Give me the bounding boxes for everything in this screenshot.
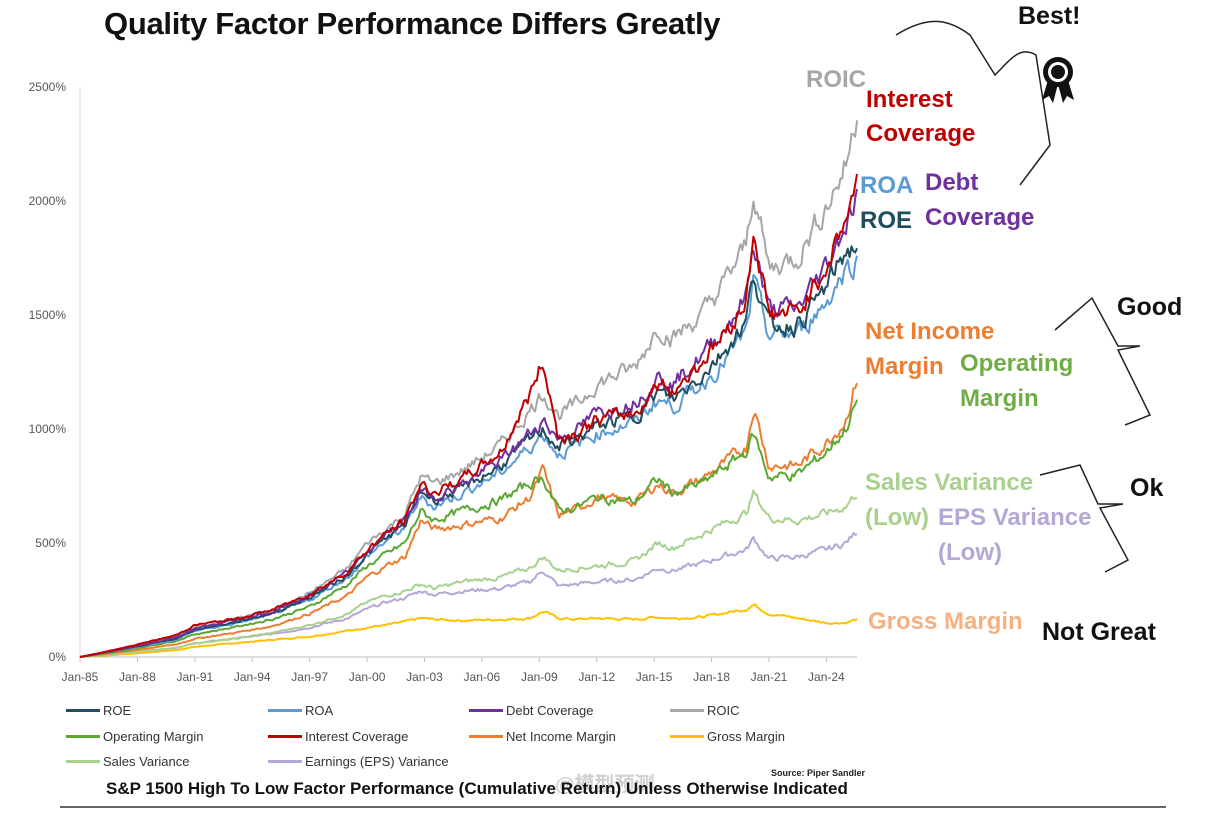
- y-tick-label: 0%: [49, 650, 67, 664]
- label-debt-coverage-1: Debt: [925, 166, 978, 200]
- x-tick-label: Jan-91: [176, 670, 213, 684]
- legend-label: Net Income Margin: [506, 729, 616, 744]
- legend-item: Interest Coverage: [268, 729, 408, 744]
- label-operating-margin-2: Margin: [960, 382, 1039, 416]
- y-tick-label: 2500%: [29, 80, 67, 94]
- x-tick-label: Jan-21: [751, 670, 788, 684]
- category-good: Good: [1117, 293, 1182, 322]
- series-line-roe: [80, 246, 857, 657]
- series-line-roic: [80, 120, 857, 657]
- legend-label: Interest Coverage: [305, 729, 408, 744]
- legend-label: Sales Variance: [103, 754, 189, 769]
- x-tick-label: Jan-09: [521, 670, 558, 684]
- source-note: Source: Piper Sandler: [771, 768, 865, 778]
- legend-item: Net Income Margin: [469, 729, 616, 744]
- award-ribbon-icon: [1042, 57, 1074, 103]
- label-interest-coverage-2: Coverage: [866, 117, 975, 151]
- label-interest-coverage-1: Interest: [866, 83, 953, 117]
- legend-swatch: [469, 709, 503, 712]
- x-tick-label: Jan-94: [234, 670, 271, 684]
- legend-swatch: [66, 760, 100, 763]
- label-eps-variance-1: EPS Variance: [938, 501, 1091, 535]
- legend-item: Operating Margin: [66, 729, 203, 744]
- legend-swatch: [670, 709, 704, 712]
- legend-swatch: [66, 709, 100, 712]
- label-eps-variance-2: (Low): [938, 536, 1002, 570]
- legend-item: Earnings (EPS) Variance: [268, 754, 449, 769]
- series-line-net-income-margin: [80, 383, 857, 657]
- x-tick-label: Jan-97: [291, 670, 328, 684]
- legend-swatch: [268, 735, 302, 738]
- chart-legend: ROE ROA Debt Coverage ROIC Operating Mar…: [66, 703, 866, 775]
- category-not-great: Not Great: [1042, 618, 1156, 647]
- legend-label: Gross Margin: [707, 729, 785, 744]
- legend-item: Gross Margin: [670, 729, 785, 744]
- y-tick-label: 1500%: [29, 308, 67, 322]
- series-line-debt-coverage: [80, 189, 857, 657]
- label-roe: ROE: [860, 204, 912, 238]
- x-tick-label: Jan-06: [464, 670, 501, 684]
- legend-label: ROA: [305, 703, 333, 718]
- series-line-sales-variance: [80, 490, 857, 657]
- x-tick-label: Jan-18: [693, 670, 730, 684]
- x-tick-label: Jan-03: [406, 670, 443, 684]
- category-ok: Ok: [1130, 474, 1163, 503]
- footer-divider: [60, 806, 1166, 808]
- legend-label: Debt Coverage: [506, 703, 593, 718]
- chart-footnote: S&P 1500 High To Low Factor Performance …: [106, 779, 848, 799]
- legend-label: ROIC: [707, 703, 740, 718]
- legend-swatch: [268, 709, 302, 712]
- series-layer: [80, 120, 857, 657]
- x-tick-label: Jan-12: [578, 670, 615, 684]
- label-sales-variance-2: (Low): [865, 501, 929, 535]
- label-debt-coverage-2: Coverage: [925, 201, 1034, 235]
- x-tick-label: Jan-24: [808, 670, 845, 684]
- legend-item: ROIC: [670, 703, 740, 718]
- category-best: Best!: [1018, 2, 1081, 31]
- legend-swatch: [66, 735, 100, 738]
- y-tick-label: 2000%: [29, 194, 67, 208]
- legend-label: Operating Margin: [103, 729, 203, 744]
- legend-item: ROE: [66, 703, 131, 718]
- legend-label: Earnings (EPS) Variance: [305, 754, 449, 769]
- x-tick-label: Jan-00: [349, 670, 386, 684]
- legend-item: Debt Coverage: [469, 703, 593, 718]
- series-line-operating-margin: [80, 400, 857, 657]
- label-operating-margin-1: Operating: [960, 347, 1073, 381]
- legend-swatch: [469, 735, 503, 738]
- y-tick-label: 500%: [35, 536, 66, 550]
- legend-swatch: [670, 735, 704, 738]
- legend-item: Sales Variance: [66, 754, 189, 769]
- y-tick-label: 1000%: [29, 422, 67, 436]
- x-tick-label: Jan-88: [119, 670, 156, 684]
- label-net-income-margin-2: Margin: [865, 350, 944, 384]
- label-roic: ROIC: [806, 63, 866, 97]
- label-net-income-margin-1: Net Income: [865, 315, 994, 349]
- x-tick-label: Jan-15: [636, 670, 673, 684]
- label-gross-margin: Gross Margin: [868, 605, 1023, 639]
- legend-swatch: [268, 760, 302, 763]
- legend-label: ROE: [103, 703, 131, 718]
- legend-item: ROA: [268, 703, 333, 718]
- x-tick-label: Jan-85: [62, 670, 99, 684]
- label-roa: ROA: [860, 169, 913, 203]
- label-sales-variance-1: Sales Variance: [865, 466, 1033, 500]
